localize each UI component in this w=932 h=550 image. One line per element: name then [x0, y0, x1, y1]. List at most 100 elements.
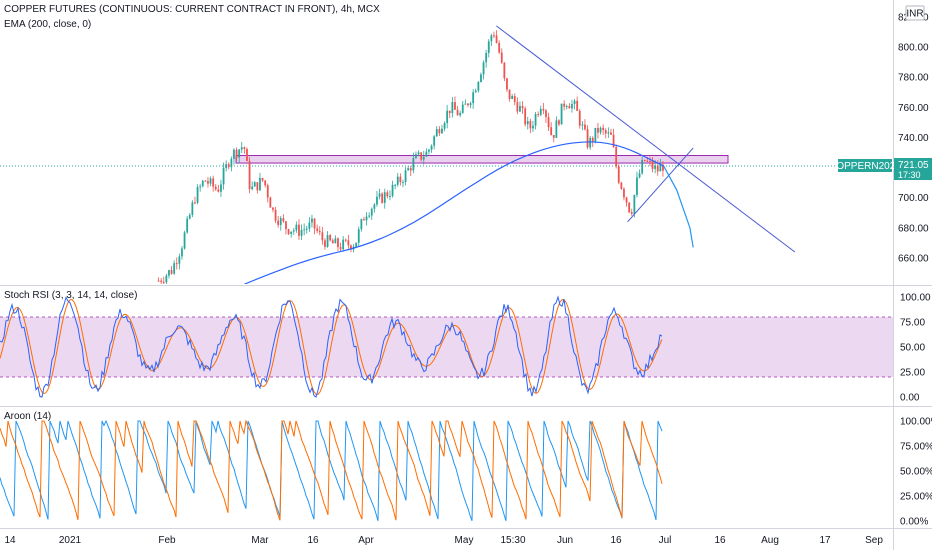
- candle-body: [308, 222, 311, 229]
- candle-body: [498, 42, 501, 53]
- candle-body: [412, 158, 415, 171]
- candle-body: [168, 270, 170, 276]
- stoch-rsi-pane[interactable]: [0, 295, 893, 398]
- time-tick-label: 16: [610, 535, 622, 546]
- candle-body: [420, 152, 423, 160]
- candle-body: [165, 275, 168, 283]
- candle-body: [441, 128, 443, 134]
- candle-body: [376, 196, 378, 205]
- candle-body: [157, 280, 160, 282]
- candle-body: [196, 187, 199, 203]
- stoch-tick-label: 50.00: [900, 343, 925, 354]
- price-tick-label: 780.00: [898, 73, 929, 84]
- candle-body: [446, 110, 449, 124]
- symbol-badge[interactable]: COPPERN2021: [829, 159, 901, 172]
- currency-label: INR: [906, 9, 923, 20]
- candle-body: [287, 229, 290, 234]
- candle-body: [641, 159, 644, 174]
- candle-body: [565, 106, 568, 108]
- candle-body: [321, 232, 324, 241]
- candle-body: [253, 182, 256, 187]
- projection-line[interactable]: [663, 165, 694, 248]
- candle-body: [290, 231, 293, 234]
- candle-body: [181, 248, 183, 257]
- candle-body: [404, 170, 407, 183]
- candle-body: [610, 132, 612, 135]
- candle-body: [178, 256, 181, 264]
- candle-body: [623, 188, 625, 198]
- candle-body: [467, 103, 469, 106]
- aroon-axis[interactable]: 100.00% 75.00% 50.00% 25.00% 0.00%: [900, 417, 932, 528]
- candle-body: [506, 78, 508, 90]
- candle-body: [591, 137, 594, 142]
- candle-body: [300, 229, 303, 236]
- candle-body: [581, 124, 584, 126]
- candle-body: [225, 164, 228, 169]
- candle-body: [620, 182, 623, 189]
- candle-body: [576, 100, 579, 111]
- candle-body: [524, 108, 527, 125]
- candle-body: [415, 154, 417, 159]
- candle-body: [435, 129, 438, 137]
- candle-body: [547, 117, 550, 128]
- candle-body: [365, 216, 368, 221]
- candle-body: [552, 135, 555, 138]
- descending-trendline[interactable]: [496, 25, 796, 253]
- candle-body: [355, 242, 358, 247]
- price-tick-label: 760.00: [898, 103, 929, 114]
- candle-body: [503, 62, 506, 79]
- time-tick-label: Feb: [158, 535, 176, 546]
- aroon-pane[interactable]: [0, 419, 663, 522]
- candle-body: [160, 280, 163, 282]
- candle-body: [313, 218, 316, 229]
- price-tick-label: 740.00: [898, 133, 929, 144]
- price-badge-price: 721.05: [898, 160, 929, 171]
- candle-body: [235, 149, 238, 158]
- currency-box[interactable]: [905, 5, 925, 21]
- candle-body: [350, 245, 352, 250]
- candle-body: [386, 192, 389, 197]
- candle-body: [469, 103, 472, 106]
- price-badge-bg: [894, 158, 932, 180]
- time-tick-label: 16: [307, 535, 319, 546]
- price-badge[interactable]: 721.05 17:30: [894, 158, 932, 180]
- candle-body: [542, 108, 545, 111]
- candle-body: [311, 218, 313, 223]
- stoch-axis[interactable]: 100.00 75.00 50.00 25.00 0.00: [900, 293, 931, 404]
- aroon-up-line: [0, 419, 663, 521]
- stoch-d-line: [0, 299, 663, 395]
- candle-body: [331, 240, 334, 244]
- candle-body: [266, 185, 269, 198]
- symbol-badge-bg: [838, 159, 892, 172]
- candle-body: [214, 186, 217, 190]
- candle-body: [526, 121, 529, 125]
- candle-body: [555, 120, 558, 138]
- candle-body: [656, 165, 659, 172]
- candle-body: [233, 149, 235, 159]
- candle-body: [183, 232, 186, 249]
- candle-body: [209, 178, 212, 184]
- candle-body: [477, 81, 480, 91]
- price-pane[interactable]: [0, 25, 893, 296]
- candle-body: [422, 156, 425, 160]
- rising-trendline[interactable]: [627, 147, 694, 223]
- aroon-title: Aroon (14): [4, 411, 51, 422]
- candle-body: [443, 123, 446, 129]
- price-badge-countdown: 17:30: [898, 170, 921, 180]
- time-tick-label: 15:30: [500, 535, 525, 546]
- time-tick-label: Jun: [557, 535, 573, 546]
- candle-body: [170, 270, 173, 274]
- candle-body: [248, 161, 251, 190]
- ema-line: [243, 141, 664, 284]
- candle-body: [269, 197, 272, 208]
- time-axis[interactable]: 14 2021 Feb Mar 16 Apr May 15:30 Jun 16 Jul 16 Aug 17…: [4, 535, 883, 546]
- candle-body: [391, 184, 394, 196]
- candle-body: [402, 182, 404, 184]
- resistance-zone[interactable]: [235, 155, 729, 164]
- candle-body: [373, 204, 376, 209]
- price-axis[interactable]: 820.00800.00780.00760.00740.00720.00700.…: [898, 12, 929, 264]
- candle-body: [409, 168, 412, 171]
- candle-body: [194, 202, 196, 204]
- stoch-tick-label: 100.00: [900, 293, 931, 304]
